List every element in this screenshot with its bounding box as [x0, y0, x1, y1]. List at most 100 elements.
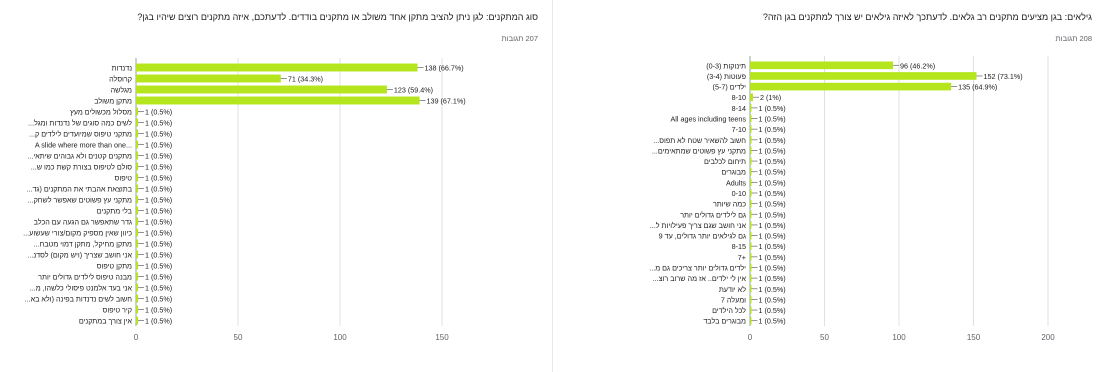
bar [750, 72, 977, 80]
category-label: מתקן משולב [94, 97, 132, 106]
bar [136, 96, 420, 105]
bar [750, 316, 752, 325]
category-label: כמה שיותר [713, 200, 746, 209]
data-label: 1 (0.5%) [758, 306, 785, 315]
data-label: 1 (0.5%) [758, 317, 785, 326]
tick-label: 50 [820, 333, 829, 342]
data-label: 1 (0.5%) [758, 168, 785, 177]
data-label: 71 (34.3%) [288, 75, 323, 84]
category-label: מתקן טיפוס [97, 262, 132, 271]
bar [136, 261, 139, 270]
category-label: תינוקות (0-3) [706, 61, 746, 70]
bar [750, 178, 752, 187]
data-label: 1 (0.5%) [758, 221, 785, 230]
bar [750, 82, 952, 91]
bar [136, 206, 139, 215]
category-label: ...מתקנים קטנים ולא גבוהים שיתאי [27, 152, 132, 161]
bar [136, 316, 139, 325]
bar [136, 184, 139, 193]
category-label: 7+ [738, 253, 746, 262]
data-label: 96 (46.2%) [900, 61, 935, 70]
category-label: ...מתקני עץ פשוטים שמתאימים [652, 146, 746, 155]
data-label: 1 (0.5%) [145, 273, 172, 282]
data-label: 2 (1%) [760, 93, 781, 102]
data-label: 1 (0.5%) [758, 104, 785, 113]
category-label: בלי מתקנים [97, 207, 133, 216]
data-label: 1 (0.5%) [145, 295, 172, 304]
bar [750, 114, 752, 123]
category-label: ...אני חושב שגם צריך פעילויות ל [650, 221, 747, 230]
bar [136, 217, 139, 226]
data-label: 1 (0.5%) [145, 108, 172, 117]
category-label: ...מתקני טיפוס שמיועדים לילדים ק [29, 130, 132, 139]
bar [136, 195, 139, 204]
tick-label: 0 [134, 333, 139, 342]
category-label: ...לשים כמה סוגים של נדנדות ומגל [28, 119, 132, 128]
tick-label: 50 [234, 333, 243, 342]
bar [136, 283, 139, 292]
bar [750, 189, 752, 197]
category-label: אין צורך במתקנים [79, 317, 133, 326]
category-label: נדנדות [112, 64, 133, 73]
bar [750, 274, 752, 282]
data-label: 1 (0.5%) [758, 210, 785, 219]
data-label: 1 (0.5%) [145, 306, 172, 315]
category-label: פעוטות (3-4) [707, 72, 746, 81]
chart-panel-ages: גילאים: בגן מציעים מתקנים רב גלאים. לדעת… [552, 0, 1105, 372]
bar [136, 173, 139, 182]
category-label: מבנה טיפוס לילדים גדולים יותר [38, 273, 132, 282]
bar [136, 228, 139, 237]
data-label: 1 (0.5%) [145, 163, 172, 172]
data-label: 139 (67.1%) [427, 97, 466, 106]
category-label: קיר טיפוס [103, 306, 132, 315]
category-label: 8-14 [732, 104, 746, 113]
data-label: 1 (0.5%) [758, 157, 785, 166]
data-label: 1 (0.5%) [758, 178, 785, 187]
category-label: ילדים (5-7) [713, 83, 747, 92]
category-label: 8-10 [732, 93, 746, 102]
bar [136, 118, 139, 127]
data-label: 1 (0.5%) [145, 119, 172, 128]
category-label: ...חשוב להשאיר שטח לא תפוס [653, 136, 746, 145]
bar-chart-ages: 0 50 100 150 200 תינוקות (0-3) 96 (46.2%) פעוטו… [649, 56, 1055, 342]
bar [136, 151, 139, 160]
category-label: ...ילדים גדולים יותר צריכים גם מ [649, 263, 746, 272]
category-label: ...כיוון שאין מספיק מקום/צורי שעשוע [23, 229, 132, 238]
category-label: A slide where more than one... [35, 141, 132, 150]
bar [136, 162, 139, 171]
data-label: 1 (0.5%) [758, 136, 785, 145]
bar [136, 140, 139, 149]
response-count: 208 תגובות [1055, 34, 1092, 43]
bar [750, 125, 752, 133]
question-title: סוג המתקנים: לגן ניתן להציב מתקן אחד משו… [137, 12, 538, 22]
category-label: מבוגרים [721, 168, 746, 177]
category-label: טיפוס [115, 174, 133, 183]
tick-label: 150 [435, 333, 449, 342]
data-label: 138 (66.7%) [425, 64, 464, 73]
data-label: 1 (0.5%) [145, 196, 172, 205]
bar [136, 74, 281, 83]
data-label: 1 (0.5%) [145, 218, 172, 227]
category-label: 0-10 [732, 189, 746, 198]
bar [750, 167, 752, 176]
bar [136, 239, 139, 248]
category-label: 7-10 [732, 125, 746, 134]
data-label: 1 (0.5%) [145, 262, 172, 271]
data-label: 1 (0.5%) [145, 317, 172, 326]
response-count: 207 תגובות [501, 34, 538, 43]
data-label: 1 (0.5%) [758, 146, 785, 155]
bar [750, 306, 752, 314]
bar [750, 295, 752, 304]
category-label: Adults [726, 178, 746, 187]
category-label: ...סולם לטיפוס בצורת קשת כמו ש [31, 163, 133, 172]
category-label: ...אני חושב שצריך (ויש מקום) לסדנ [27, 251, 132, 260]
bar [136, 294, 139, 303]
bar [750, 231, 752, 240]
data-label: 123 (59.4%) [394, 86, 433, 95]
category-label: מסלול מכשולים מעץ [70, 108, 132, 117]
data-label: 1 (0.5%) [145, 207, 172, 216]
data-label: 1 (0.5%) [145, 152, 172, 161]
bar [136, 129, 139, 138]
bar [750, 242, 752, 251]
bar [136, 63, 418, 72]
